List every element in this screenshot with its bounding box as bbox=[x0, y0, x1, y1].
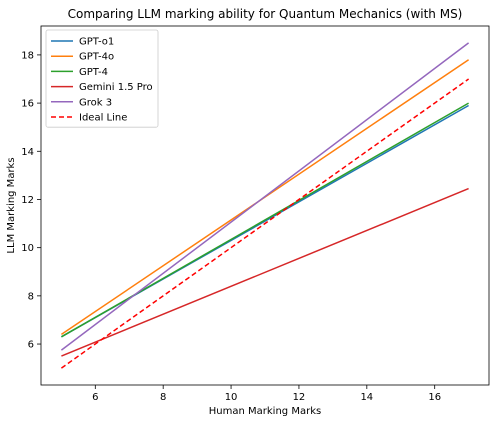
legend-label-3: Gemini 1.5 Pro bbox=[79, 82, 153, 93]
legend: GPT-o1 GPT-4o GPT-4 Gemini 1.5 Pro Grok 3 Ide… bbox=[45, 29, 159, 128]
series-line-2 bbox=[61, 102, 469, 338]
y-axis-ticks: 6 8 10 12 14 16 18 bbox=[21, 50, 41, 351]
legend-label-1: GPT-4o bbox=[79, 52, 114, 63]
legend-box bbox=[45, 29, 159, 128]
x-tick-label-0: 6 bbox=[92, 392, 98, 403]
x-tick-label-3: 12 bbox=[293, 392, 306, 403]
y-tick-label-5: 16 bbox=[21, 99, 34, 110]
x-tick-label-1: 8 bbox=[160, 392, 166, 403]
y-tick-label-0: 6 bbox=[28, 340, 34, 351]
y-tick-label-4: 14 bbox=[21, 147, 34, 158]
legend-label-4: Grok 3 bbox=[79, 97, 112, 108]
x-tick-label-4: 14 bbox=[360, 392, 373, 403]
chart-title: Comparing LLM marking ability for Quantu… bbox=[68, 7, 463, 21]
series-line-4 bbox=[60, 42, 470, 351]
plot-frame bbox=[40, 25, 490, 386]
y-tick-label-1: 8 bbox=[28, 291, 34, 302]
legend-label-5: Ideal Line bbox=[79, 113, 127, 124]
x-axis-ticks: 6 8 10 12 14 16 bbox=[92, 385, 441, 403]
y-tick-label-6: 18 bbox=[21, 50, 34, 61]
y-tick-label-3: 12 bbox=[21, 195, 34, 206]
x-tick-label-5: 16 bbox=[428, 392, 441, 403]
x-axis-label: Human Marking Marks bbox=[209, 406, 321, 417]
legend-label-0: GPT-o1 bbox=[79, 37, 114, 48]
legend-label-2: GPT-4 bbox=[79, 67, 108, 78]
series-line-3 bbox=[61, 187, 469, 357]
y-axis-label: LLM Marking Marks bbox=[6, 157, 17, 253]
x-tick-label-2: 10 bbox=[225, 392, 238, 403]
series-layer bbox=[60, 42, 470, 369]
y-tick-label-2: 10 bbox=[21, 243, 34, 254]
series-line-5 bbox=[60, 78, 470, 369]
